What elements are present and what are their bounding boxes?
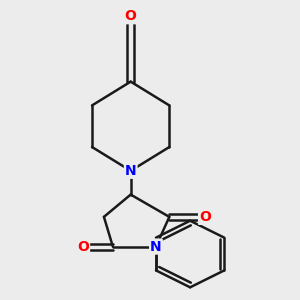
Text: N: N: [150, 240, 162, 254]
Text: O: O: [199, 210, 211, 224]
Text: O: O: [77, 240, 89, 254]
Text: N: N: [125, 164, 136, 178]
Text: O: O: [125, 9, 136, 23]
